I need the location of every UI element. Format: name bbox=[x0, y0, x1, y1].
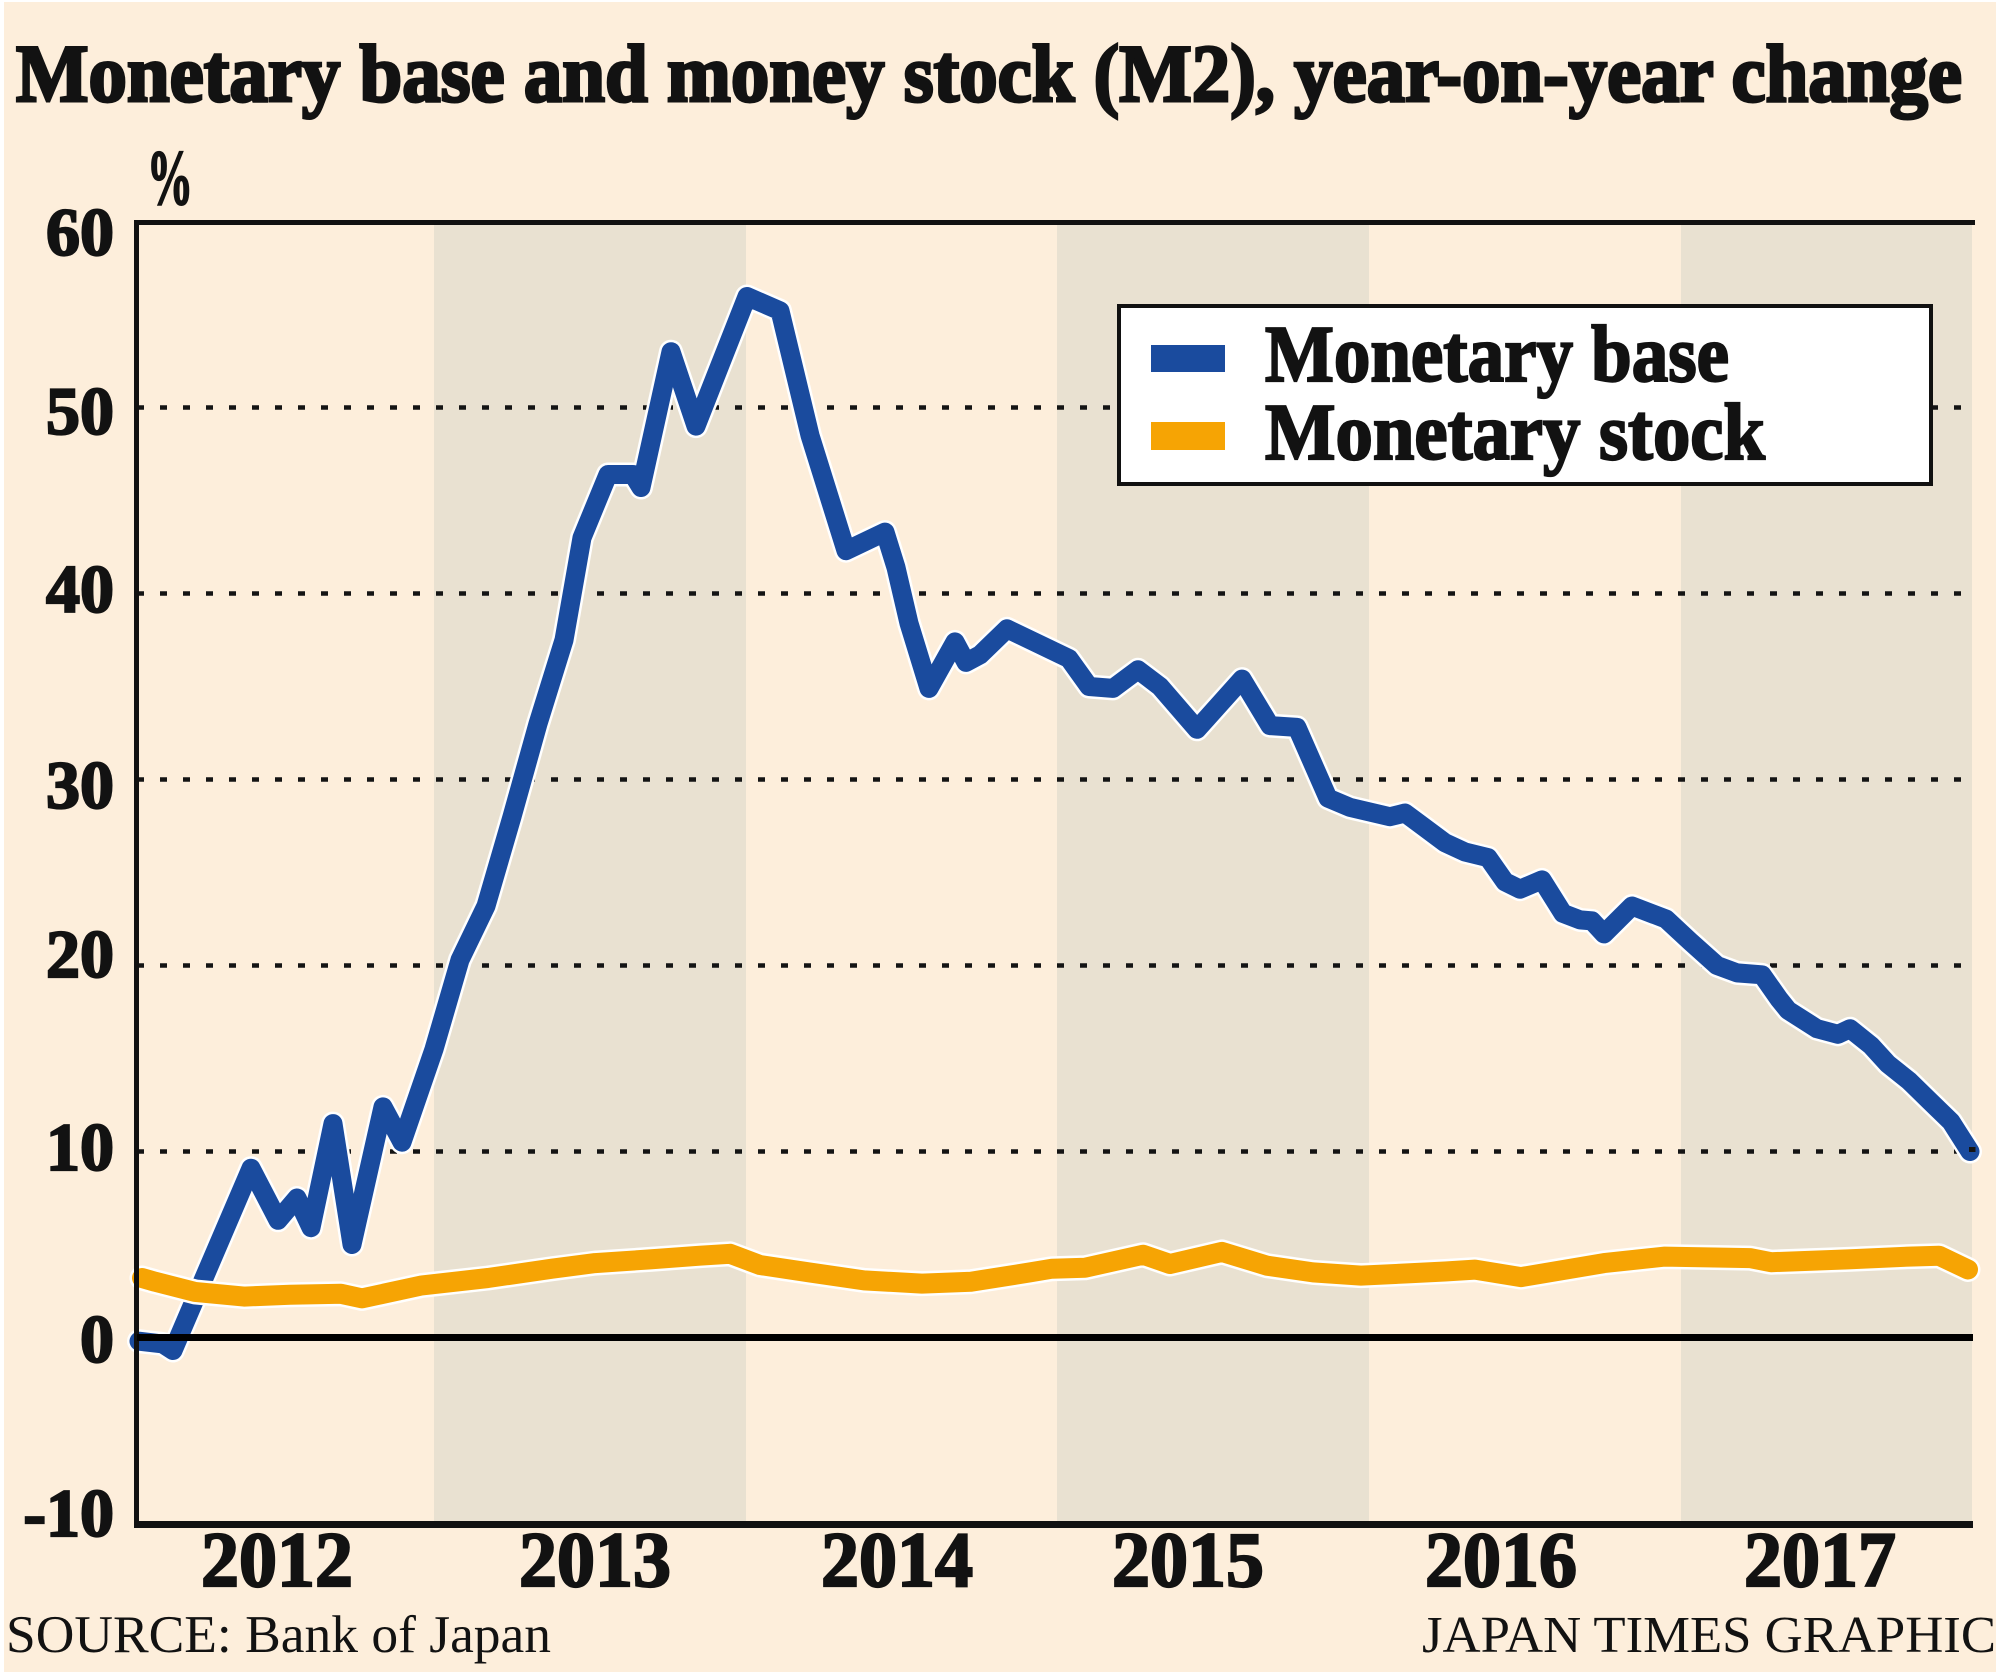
svg-text:2016: 2016 bbox=[1425, 1516, 1577, 1603]
svg-text:60: 60 bbox=[46, 194, 114, 270]
svg-text:-10: -10 bbox=[23, 1475, 114, 1551]
svg-text:20: 20 bbox=[46, 916, 114, 992]
svg-text:Monetary base and money stock: Monetary base and money stock (M2), year… bbox=[16, 28, 1962, 119]
svg-text:2012: 2012 bbox=[201, 1516, 353, 1603]
svg-text:JAPAN TIMES GRAPHIC: JAPAN TIMES GRAPHIC bbox=[1422, 1607, 1996, 1664]
svg-text:Monetary base: Monetary base bbox=[1265, 309, 1729, 399]
svg-text:2013: 2013 bbox=[519, 1516, 671, 1603]
svg-text:Monetary stock: Monetary stock bbox=[1265, 387, 1765, 477]
svg-text:50: 50 bbox=[46, 373, 114, 449]
svg-text:0: 0 bbox=[80, 1301, 114, 1377]
svg-text:2017: 2017 bbox=[1744, 1516, 1896, 1603]
svg-text:30: 30 bbox=[46, 747, 114, 823]
svg-text:40: 40 bbox=[46, 551, 114, 627]
svg-text:2014: 2014 bbox=[821, 1516, 973, 1603]
svg-text:2015: 2015 bbox=[1112, 1516, 1264, 1603]
svg-text:SOURCE: Bank of Japan: SOURCE: Bank of Japan bbox=[6, 1606, 551, 1664]
svg-text:%: % bbox=[147, 134, 193, 221]
svg-text:10: 10 bbox=[46, 1109, 114, 1185]
